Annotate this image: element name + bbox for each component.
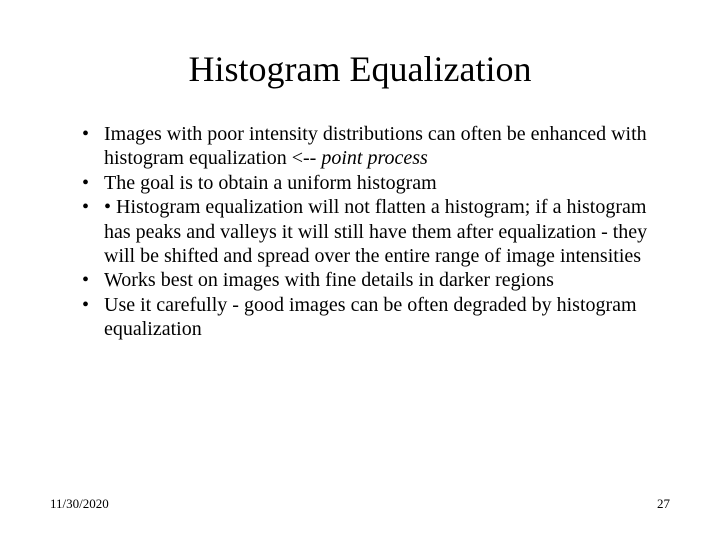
bullet-italic: point process <box>321 147 427 169</box>
slide-footer: 11/30/2020 27 <box>50 496 670 512</box>
bullet-item: Use it carefully - good images can be of… <box>88 293 670 342</box>
bullet-item: • Histogram equalization will not flatte… <box>88 195 670 268</box>
footer-page-number: 27 <box>657 496 670 512</box>
bullet-item: Images with poor intensity distributions… <box>88 122 670 171</box>
bullet-text: • Histogram equalization will not flatte… <box>104 196 647 267</box>
bullet-text: The goal is to obtain a uniform histogra… <box>104 172 437 194</box>
bullet-text: Use it carefully - good images can be of… <box>104 294 637 340</box>
bullet-item: The goal is to obtain a uniform histogra… <box>88 171 670 195</box>
slide-title: Histogram Equalization <box>50 48 670 90</box>
presentation-slide: Histogram Equalization Images with poor … <box>0 0 720 540</box>
bullet-list: Images with poor intensity distributions… <box>50 122 670 342</box>
bullet-text: Works best on images with fine details i… <box>104 269 554 291</box>
footer-date: 11/30/2020 <box>50 496 109 512</box>
bullet-item: Works best on images with fine details i… <box>88 268 670 292</box>
